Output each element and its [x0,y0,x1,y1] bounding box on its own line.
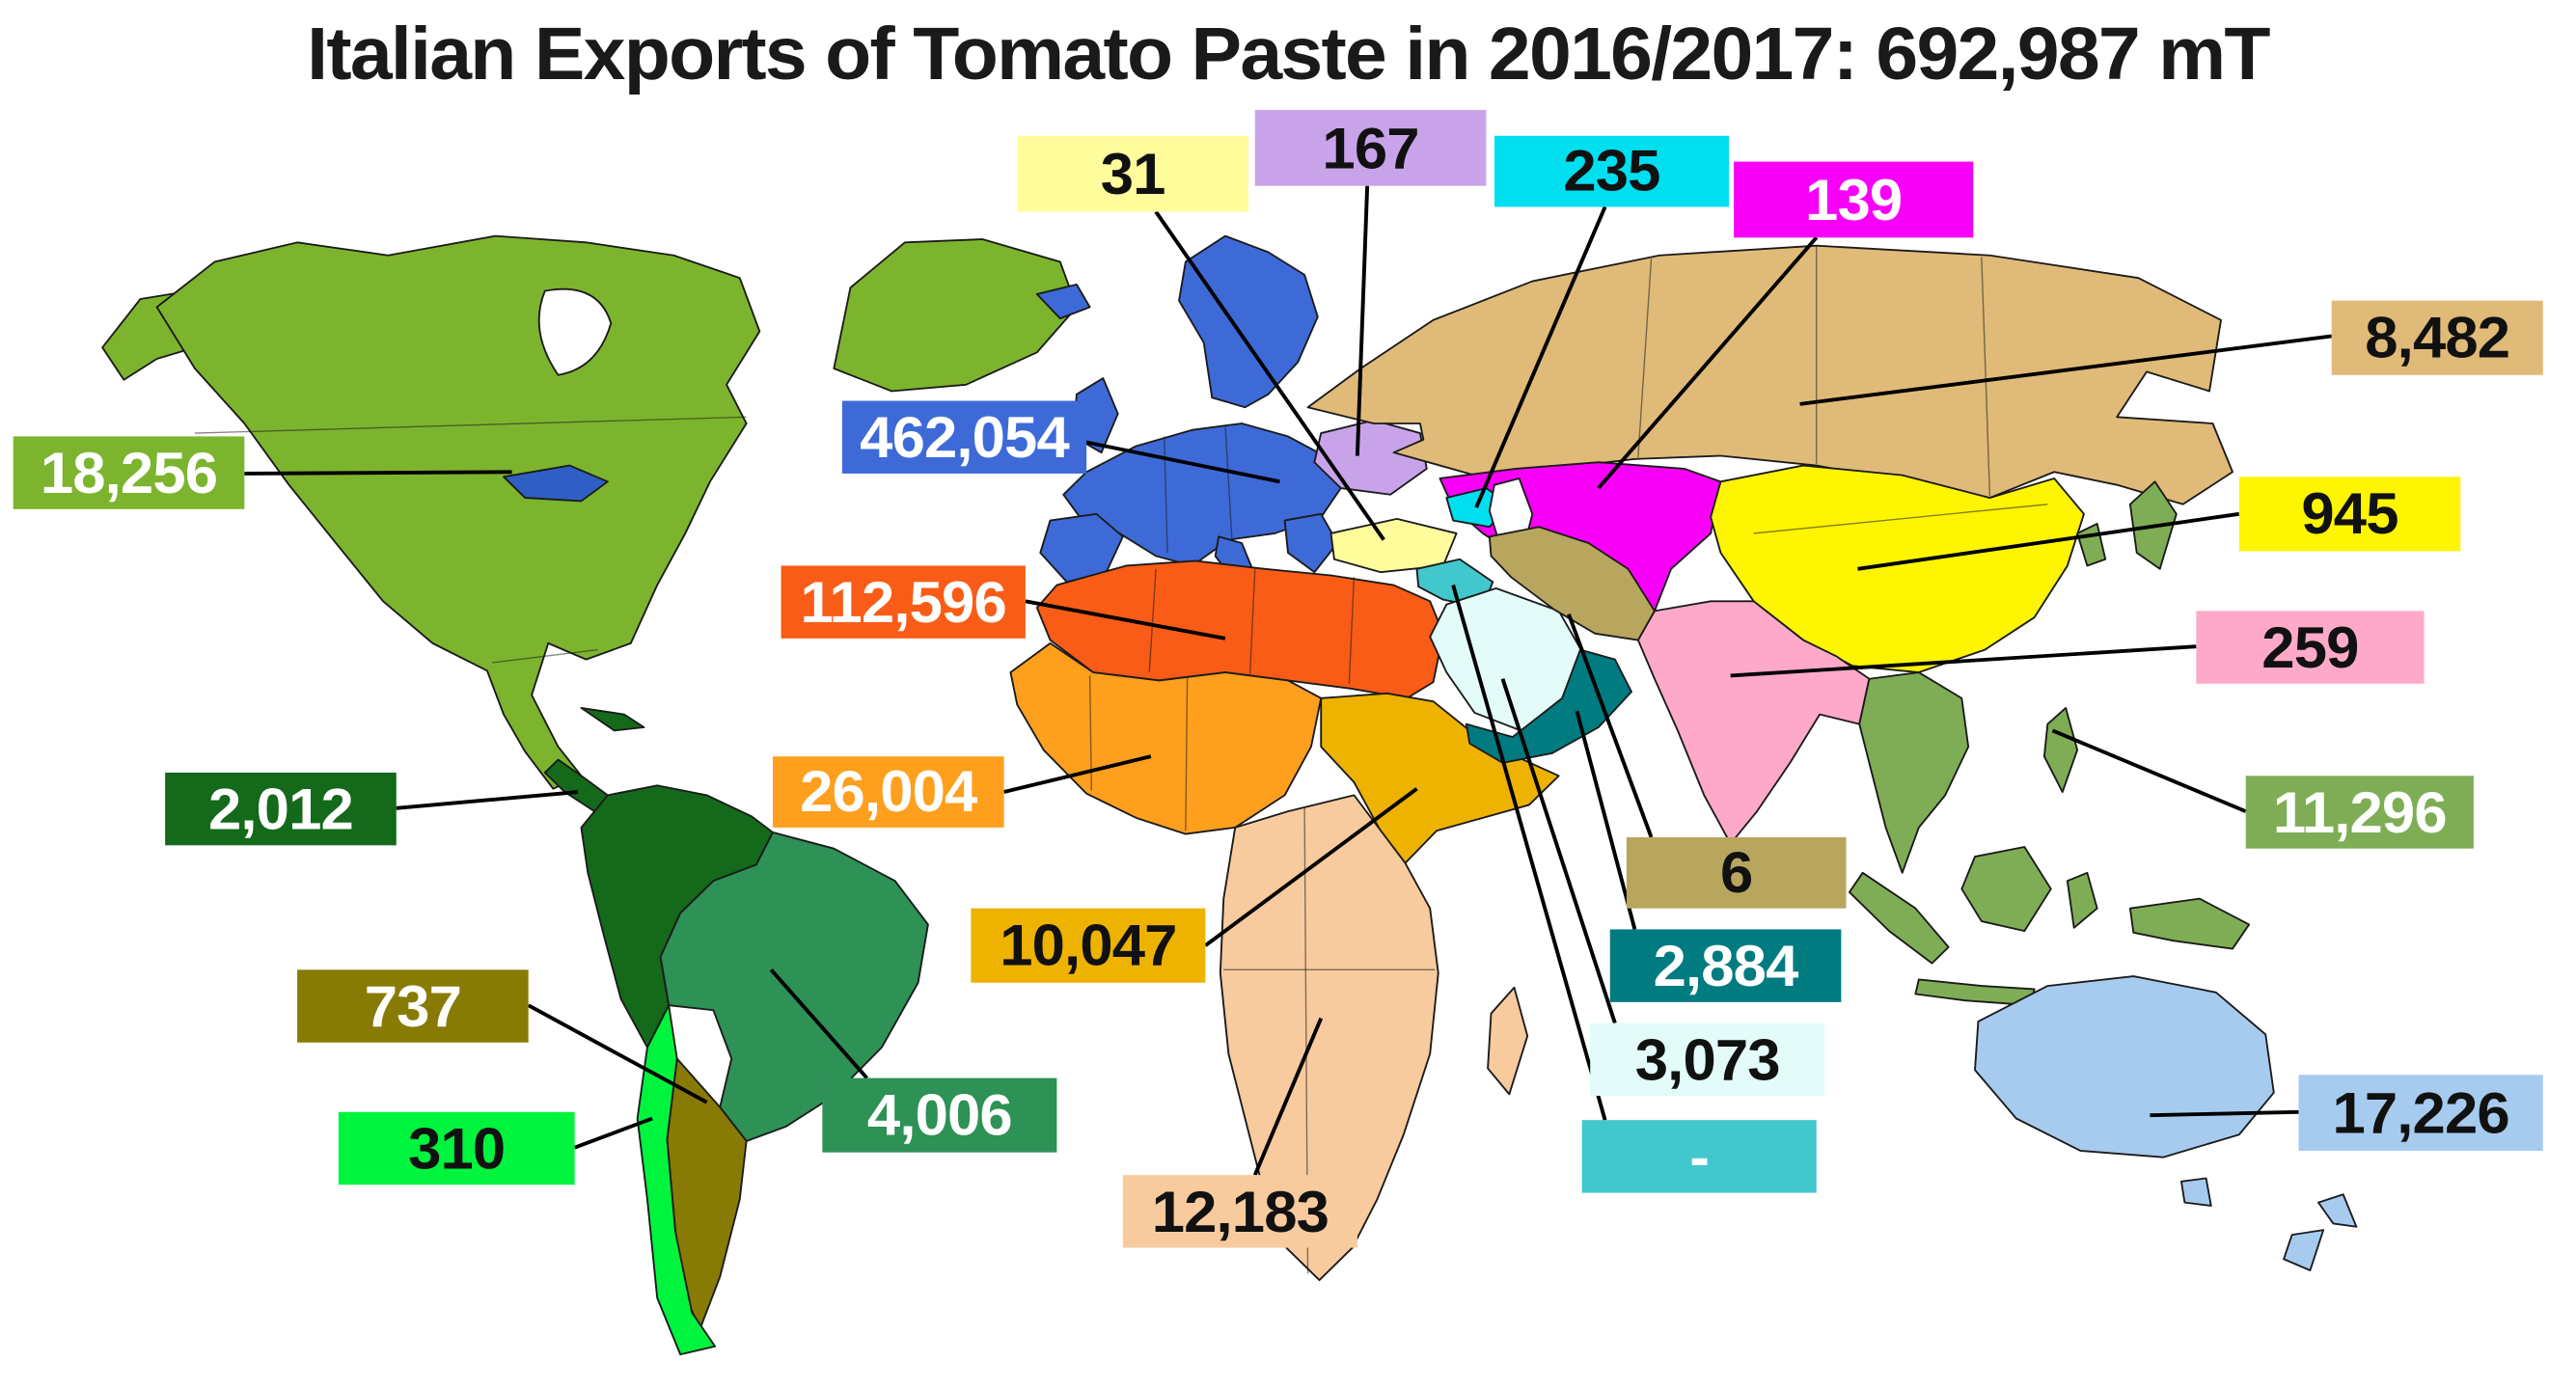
value-label-eastern-europe: 167 [1254,109,1487,186]
leader-line-north-america [244,470,512,476]
leader-line-europe [1073,437,1280,484]
landmass-new-guinea [2128,897,2251,950]
region-central-america [543,706,774,1049]
landmass-south-asia [1636,600,1871,845]
caribbean-islands [580,706,645,732]
value-label-iran: 6 [1626,836,1847,909]
region-north-america [101,234,1078,790]
region-china [1710,464,2085,673]
leader-line-southeast-asia [2051,728,2247,813]
value-label-southern-africa: 12,183 [1122,1175,1357,1248]
leader-line-gulf-oman [1575,710,1637,930]
leader-line-east-africa [1204,787,1418,947]
region-east-africa [1320,692,1560,864]
landmass-chile [636,1004,717,1356]
leader-line-iran [1567,613,1654,838]
leader-lines [244,185,2332,1176]
leader-line-central-asia [1597,236,1819,490]
leader-line-brazil [769,968,869,1079]
value-label-china: 945 [2238,477,2461,552]
lakes-north [503,287,613,503]
value-label-argentina: 737 [297,969,529,1043]
value-label-oceania: 17,226 [2298,1075,2543,1152]
leader-line-southern-africa [1252,1017,1324,1176]
value-label-saudi-arabia: 3,073 [1590,1022,1825,1097]
landmass-southern-africa [1219,794,1439,1281]
value-label-brazil: 4,006 [822,1077,1057,1153]
landmass-tasmania [2180,1177,2212,1207]
leader-line-west-africa [1003,754,1152,794]
region-oceania [1974,975,2358,1271]
landmass-sulawesi [2066,871,2098,929]
leader-line-caucasus [1474,205,1607,508]
landmass-west-africa [1009,641,1323,835]
landmass-philippines [2042,706,2079,793]
value-label-turkey: 31 [1017,135,1248,212]
landmass-china [1710,464,2085,673]
landmass-indochina [1858,671,1970,874]
value-label-russia: 8,482 [2331,300,2543,375]
value-label-central-asia: 139 [1734,161,1974,238]
landmass-nz-north [2317,1193,2358,1228]
leader-line-saudi-arabia [1500,678,1617,1024]
leader-line-turkey [1154,210,1385,541]
great-lakes [503,464,609,503]
landmass-madagascar [1487,986,1529,1096]
landmass-borneo [1960,846,2052,933]
landmass-iran [1488,526,1656,641]
leader-line-north-africa [1025,599,1226,640]
landmass-east-africa [1320,692,1560,864]
leader-line-levant [1451,585,1607,1121]
region-chile [636,1004,717,1356]
hudson-bay [537,287,613,376]
region-southeast-asia [1848,480,2251,1007]
value-label-caucasus: 235 [1494,135,1729,207]
region-gulf-oman [1465,648,1632,764]
value-label-chile: 310 [338,1111,575,1186]
value-label-levant: - [1581,1120,1817,1193]
leader-line-oceania [2150,1109,2299,1118]
landmass-sumatra [1848,871,1950,965]
landmass-north-america [155,234,761,790]
landmass-gulf-oman [1465,648,1632,764]
region-west-africa [1009,641,1323,835]
leader-line-chile [573,1116,653,1150]
leader-line-russia [1799,334,2332,406]
value-label-south-asia: 259 [2196,611,2425,684]
page-title: Italian Exports of Tomato Paste in 2016/… [307,11,2270,95]
value-label-east-africa: 10,047 [971,908,1206,983]
value-label-north-africa: 112,596 [781,565,1026,639]
leader-line-south-asia [1730,644,2197,678]
landmass-greenland [833,238,1078,393]
region-iran [1488,526,1656,641]
value-label-central-america: 2,012 [165,772,397,846]
region-southern-africa [1219,794,1529,1281]
value-label-north-america: 18,256 [13,436,245,509]
value-label-gulf-oman: 2,884 [1609,929,1842,1002]
leader-line-eastern-europe [1355,185,1370,456]
landmass-iceland [1035,283,1091,320]
value-label-southeast-asia: 11,296 [2245,776,2474,849]
landmass-balkans [1283,512,1339,574]
country-borders [194,245,2048,1274]
landmass-nz-south [2283,1229,2325,1271]
leader-line-china [1857,511,2240,571]
leader-line-argentina [527,1003,708,1104]
value-label-europe: 462,054 [841,400,1087,474]
landmass-scandinavia [1178,234,1319,409]
value-label-west-africa: 26,004 [773,756,1004,828]
leader-line-central-america [396,790,579,810]
